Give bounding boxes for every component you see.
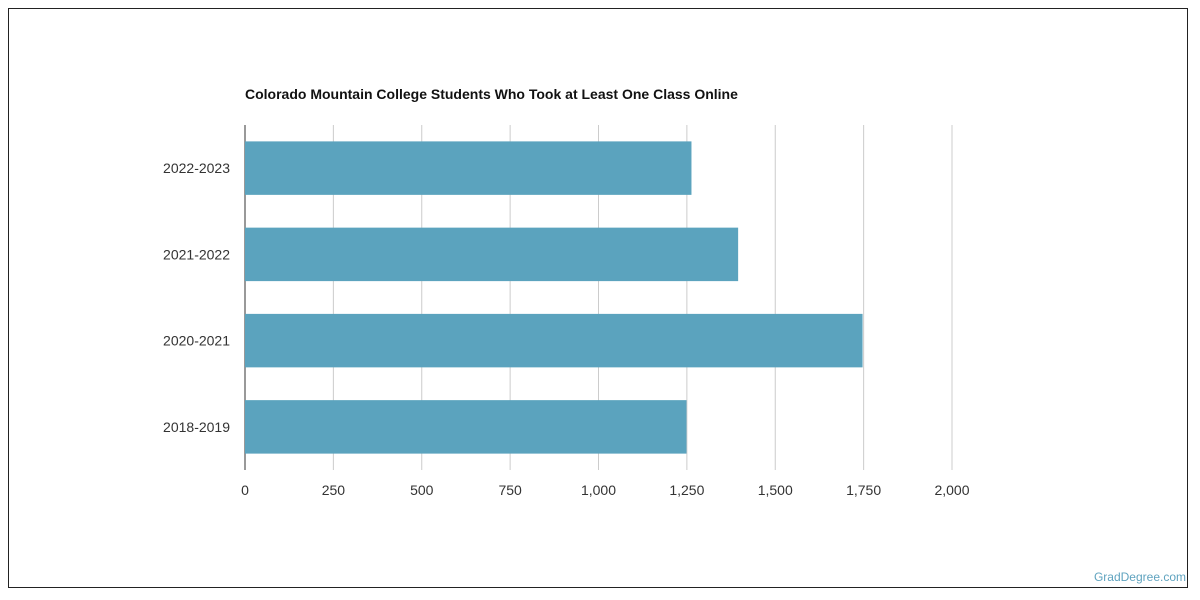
y-tick-label: 2022-2023 xyxy=(163,160,230,176)
watermark[interactable]: GradDegree.com xyxy=(1093,570,1186,584)
y-tick-label: 2020-2021 xyxy=(163,333,230,349)
x-tick-label: 1,500 xyxy=(758,482,793,498)
x-tick-label: 1,000 xyxy=(581,482,616,498)
chart-title: Colorado Mountain College Students Who T… xyxy=(245,86,738,102)
x-tick-label: 250 xyxy=(322,482,346,498)
bar xyxy=(245,227,739,282)
x-tick-label: 2,000 xyxy=(934,482,969,498)
x-tick-label: 500 xyxy=(410,482,434,498)
bar xyxy=(245,400,687,454)
bar xyxy=(245,141,692,195)
y-tick-label: 2021-2022 xyxy=(163,246,230,262)
x-tick-label: 0 xyxy=(241,482,249,498)
x-tick-label: 750 xyxy=(498,482,522,498)
x-tick-label: 1,250 xyxy=(669,482,704,498)
x-tick-label: 1,750 xyxy=(846,482,881,498)
bar xyxy=(245,313,863,368)
y-tick-label: 2018-2019 xyxy=(163,419,230,435)
